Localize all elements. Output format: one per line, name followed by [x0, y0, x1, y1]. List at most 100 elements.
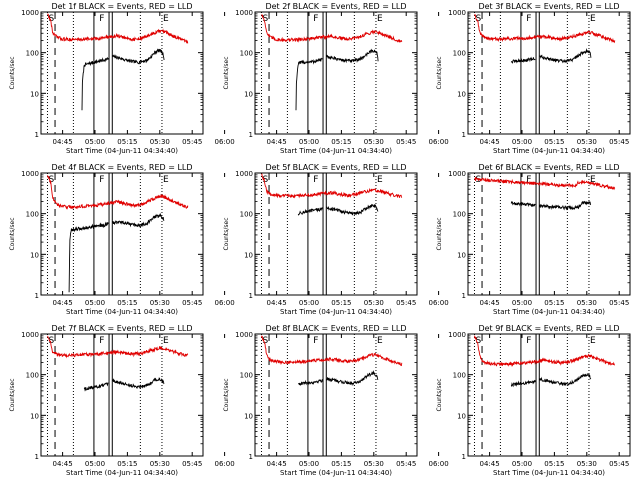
events-series-line	[510, 379, 536, 388]
x-tick-label: 05:15	[117, 299, 137, 307]
events-series-line	[111, 48, 165, 65]
x-tick-label: 05:45	[609, 460, 629, 468]
y-axis-label: Counts/sec	[223, 378, 230, 411]
y-tick-label: 100	[26, 50, 39, 58]
x-tick-label: 05:45	[396, 299, 416, 307]
lld-series-line	[261, 172, 403, 199]
y-tick-label: 1	[35, 131, 39, 139]
y-tick-label: 1000	[235, 331, 253, 339]
interval-marker-E: E	[163, 175, 169, 185]
chart-title: Det 4f BLACK = Events, RED = LLD	[51, 163, 192, 172]
x-tick-label: 05:30	[577, 299, 597, 307]
x-tick-label: 05:00	[85, 299, 105, 307]
chart-panel-8: Det 8f BLACK = Events, RED = LLD 1 10 100 10…	[223, 324, 449, 477]
y-tick-label: 10	[457, 90, 466, 98]
x-tick-label: 06:00	[429, 138, 449, 146]
y-tick-label: 100	[26, 211, 39, 219]
y-tick-label: 1	[35, 292, 39, 300]
chart-panel-9: Det 9f BLACK = Events, RED = LLD 1 10 100 10…	[436, 324, 631, 477]
plot-frame	[467, 172, 631, 296]
y-tick-label: 1000	[448, 170, 466, 178]
y-tick-label: 1	[462, 292, 466, 300]
y-tick-label: 1	[249, 292, 253, 300]
y-tick-label: 1	[249, 131, 253, 139]
chart-panel-5: Det 5f BLACK = Events, RED = LLD 1 10 100 10…	[223, 163, 449, 316]
x-tick-label: 05:15	[544, 299, 564, 307]
events-series-line	[326, 203, 379, 216]
interval-marker-E: E	[590, 336, 596, 346]
interval-marker-E: E	[590, 175, 596, 185]
y-tick-label: 10	[30, 412, 39, 420]
events-series-line	[295, 57, 323, 111]
interval-marker-F: F	[313, 175, 318, 185]
x-tick-label: 04:45	[480, 460, 500, 468]
x-tick-label: 05:00	[85, 460, 105, 468]
interval-marker-S: S	[262, 14, 268, 24]
lld-series-line	[474, 14, 616, 44]
interval-marker-S: S	[475, 336, 481, 346]
events-series-line	[68, 221, 109, 293]
x-tick-label: 04:45	[267, 138, 287, 146]
y-tick-label: 10	[244, 90, 253, 98]
x-tick-label: 04:45	[267, 460, 287, 468]
x-tick-label: 05:30	[364, 460, 384, 468]
y-tick-label: 10	[457, 412, 466, 420]
interval-marker-S: S	[48, 175, 54, 185]
x-tick-label: 05:45	[396, 138, 416, 146]
y-tick-label: 100	[26, 372, 39, 380]
interval-marker-F: F	[313, 14, 318, 24]
interval-marker-F: F	[526, 336, 531, 346]
x-tick-label: 05:30	[364, 299, 384, 307]
events-series-line	[326, 48, 379, 64]
events-series-line	[539, 372, 592, 386]
events-series-line	[112, 212, 165, 228]
plot-frame	[254, 333, 418, 457]
events-series-line	[539, 47, 592, 64]
lld-series-line	[47, 175, 189, 210]
chart-panel-7: Det 7f BLACK = Events, RED = LLD 1 10 100 10…	[9, 324, 235, 477]
y-tick-label: 10	[30, 251, 39, 259]
lld-series-line	[261, 335, 403, 367]
x-tick-label: 05:00	[512, 138, 532, 146]
x-axis-label: Start Time (04-Jun-11 04:34:40)	[493, 308, 605, 316]
chart-title: Det 6f BLACK = Events, RED = LLD	[478, 163, 619, 172]
plot-frame	[40, 172, 204, 296]
x-tick-label: 05:30	[150, 460, 170, 468]
y-tick-label: 10	[244, 412, 253, 420]
y-axis-label: Counts/sec	[223, 217, 230, 250]
plot-frame	[467, 11, 631, 135]
y-tick-label: 1000	[235, 9, 253, 17]
interval-marker-S: S	[262, 175, 268, 185]
y-tick-label: 10	[30, 90, 39, 98]
plot-frame	[254, 11, 418, 135]
interval-marker-F: F	[99, 14, 104, 24]
chart-panel-3: Det 3f BLACK = Events, RED = LLD 1 10 100 10…	[436, 2, 631, 155]
x-axis-label: Start Time (04-Jun-11 04:34:40)	[493, 147, 605, 155]
x-tick-label: 05:45	[182, 460, 202, 468]
x-tick-label: 05:15	[544, 460, 564, 468]
chart-title: Det 9f BLACK = Events, RED = LLD	[478, 324, 619, 333]
y-tick-label: 100	[453, 372, 466, 380]
interval-marker-F: F	[99, 175, 104, 185]
events-series-line	[81, 56, 109, 111]
y-tick-label: 1	[462, 453, 466, 461]
interval-marker-E: E	[163, 336, 169, 346]
y-tick-label: 10	[457, 251, 466, 259]
y-axis-label: Counts/sec	[9, 378, 16, 411]
x-tick-label: 05:15	[331, 138, 351, 146]
y-tick-label: 1000	[21, 331, 39, 339]
x-tick-label: 05:45	[609, 138, 629, 146]
x-tick-label: 05:15	[117, 460, 137, 468]
x-tick-label: 05:45	[396, 460, 416, 468]
interval-marker-S: S	[262, 336, 268, 346]
x-tick-label: 05:30	[150, 138, 170, 146]
x-tick-label: 05:45	[182, 138, 202, 146]
y-tick-label: 1000	[21, 9, 39, 17]
x-axis-label: Start Time (04-Jun-11 04:34:40)	[280, 469, 392, 477]
x-tick-label: 05:30	[364, 138, 384, 146]
interval-marker-F: F	[526, 14, 531, 24]
y-tick-label: 1000	[448, 9, 466, 17]
y-tick-label: 100	[240, 211, 253, 219]
lld-series-line	[261, 14, 403, 43]
